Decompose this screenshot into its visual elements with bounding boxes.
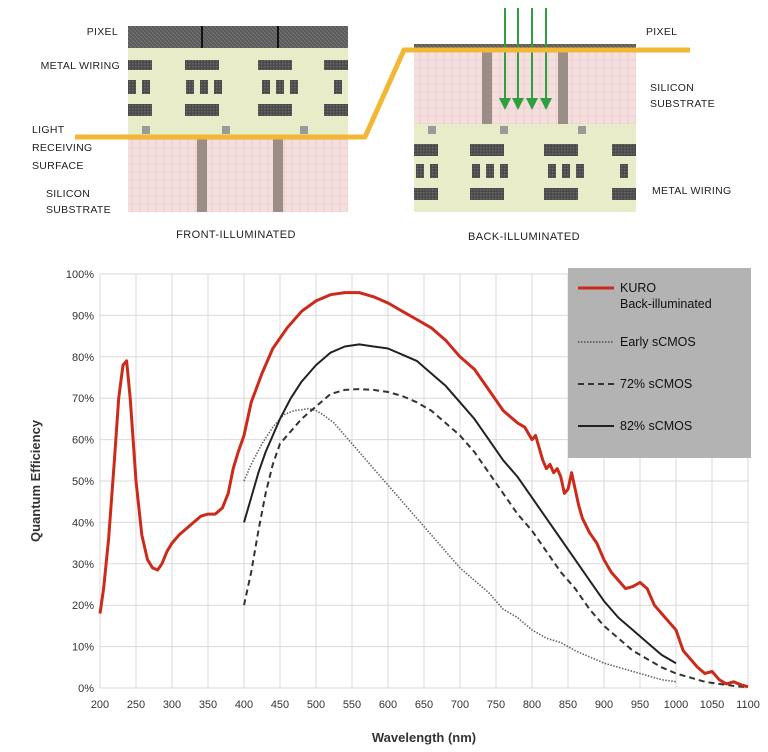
x-tick-label: 1100 [736,699,760,711]
front-wiring-blocks [128,60,348,134]
x-tick-label: 800 [523,699,541,711]
y-tick-label: 100% [66,269,94,281]
y-tick-label: 80% [72,352,94,364]
x-tick-label: 250 [127,699,145,711]
front-silicon-substrate [128,138,348,212]
back-illuminated-diagram [414,8,636,212]
front-silicon-label-1: SILICON [46,188,90,200]
y-axis-label: Quantum Efficiency [28,419,43,542]
incoming-light-arrows [499,8,552,110]
light-surface-label-1: LIGHT [32,124,65,136]
back-silicon-substrate [414,50,636,124]
x-tick-label: 1000 [664,699,688,711]
x-tick-label: 750 [487,699,505,711]
series-line-3 [243,343,677,665]
x-tick-label: 950 [631,699,649,711]
x-tick-label: 350 [199,699,217,711]
front-silicon-label-2: SUBSTRATE [46,204,111,216]
series-line-2 [243,388,749,689]
back-wiring-blocks [414,126,636,200]
x-tick-label: 850 [559,699,577,711]
x-tick-label: 450 [271,699,289,711]
y-tick-label: 10% [72,642,94,654]
x-tick-label: 300 [163,699,181,711]
x-tick-label: 1050 [700,699,724,711]
chart-series [98,291,749,689]
back-silicon-label-1: SILICON [650,82,694,94]
x-tick-label: 400 [235,699,253,711]
x-tick-label: 550 [343,699,361,711]
sensor-architecture-diagram: PIXEL METAL WIRING LIGHT RECEIVING SURFA… [32,8,731,243]
quantum-efficiency-chart: 0% 10% 20% 30% 40% 50% 60% 70% 80% 90% 100% 200 250… [28,268,760,745]
back-pixel-band [414,44,636,50]
x-tick-label: 900 [595,699,613,711]
front-pixel-label: PIXEL [87,26,118,38]
y-tick-label: 40% [72,517,94,529]
front-illuminated-diagram [128,26,348,212]
y-tick-label: 0% [78,683,94,695]
back-silicon-label-2: SUBSTRATE [650,98,715,110]
back-illuminated-caption: BACK-ILLUMINATED [468,231,580,243]
light-surface-label-3: SURFACE [32,160,84,172]
legend-label-1: Early sCMOS [620,335,696,349]
y-tick-label: 30% [72,559,94,571]
x-tick-label: 500 [307,699,325,711]
y-tick-label: 50% [72,476,94,488]
y-axis-ticks: 0% 10% 20% 30% 40% 50% 60% 70% 80% 90% 100% [66,269,94,695]
front-pixel-band [128,26,348,48]
y-tick-label: 70% [72,393,94,405]
legend-label-2: 72% sCMOS [620,377,692,391]
x-tick-label: 600 [379,699,397,711]
y-tick-label: 60% [72,435,94,447]
y-tick-label: 90% [72,310,94,322]
legend-label-0: KURO Back-illuminated [620,281,712,311]
front-metal-wiring-label: METAL WIRING [41,60,120,72]
y-tick-label: 20% [72,600,94,612]
light-receiving-surface-line [75,47,690,140]
back-metal-wiring-layer [414,124,636,212]
x-tick-label: 650 [415,699,433,711]
front-metal-wiring-layer [128,48,348,136]
x-tick-label: 700 [451,699,469,711]
legend-label-3: 82% sCMOS [620,419,692,433]
chart-grid [99,273,749,689]
x-axis-label: Wavelength (nm) [372,730,476,745]
front-illuminated-caption: FRONT-ILLUMINATED [176,229,296,241]
x-tick-label: 200 [91,699,109,711]
series-line-0 [98,291,749,689]
back-pixel-label: PIXEL [646,26,677,38]
back-metal-wiring-label: METAL WIRING [652,185,731,197]
chart-legend: KURO Back-illuminated Early sCMOS 72% sCMOS… [568,268,751,458]
light-surface-label-2: RECEIVING [32,142,92,154]
series-line-1 [243,407,677,683]
x-axis-ticks: 200 250 300 350 400 450 500 550 600 650 700 750 800 8… [91,699,760,711]
